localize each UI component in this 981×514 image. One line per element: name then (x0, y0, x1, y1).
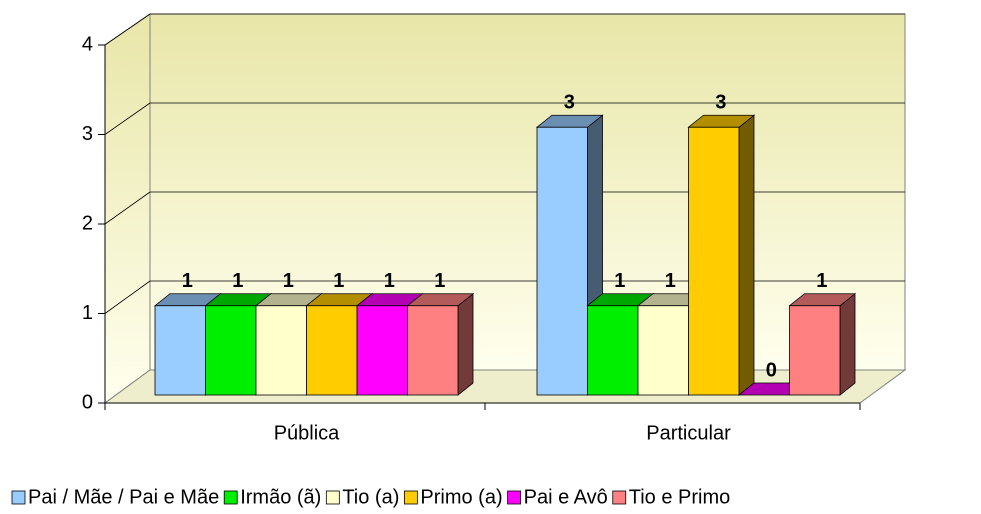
y-tick-label: 4 (82, 33, 93, 55)
bar (587, 305, 639, 396)
value-label: 1 (182, 270, 193, 292)
y-tick-label: 2 (82, 212, 93, 234)
legend-swatch (507, 490, 522, 505)
bar (306, 305, 358, 396)
bar (688, 126, 740, 396)
legend-swatch (612, 490, 627, 505)
bar-side (457, 292, 474, 396)
value-label: 3 (715, 92, 726, 114)
bar (637, 305, 689, 396)
value-label: 1 (384, 270, 395, 292)
legend-swatch (403, 490, 418, 505)
y-tick-label: 3 (82, 123, 93, 145)
x-tick-label: Pública (274, 422, 340, 444)
value-label: 1 (333, 270, 344, 292)
value-label: 1 (232, 270, 243, 292)
grid-line (104, 13, 151, 46)
bar-side (839, 292, 856, 396)
legend-label: Tio (a) (342, 486, 399, 508)
legend-label: Tio e Primo (629, 486, 731, 508)
bar (407, 305, 459, 396)
y-tick-label: 0 (82, 391, 93, 413)
bar (536, 126, 588, 396)
legend-label: Pai / Mãe / Pai e Mãe (28, 486, 219, 508)
value-label: 0 (766, 359, 777, 381)
side-wall (104, 13, 151, 404)
value-label: 1 (434, 270, 445, 292)
legend-swatch (223, 490, 238, 505)
value-label: 1 (614, 270, 625, 292)
grid-line (104, 102, 151, 135)
bar-side (738, 114, 755, 396)
bar (356, 305, 408, 396)
legend-label: Pai e Avô (524, 486, 608, 508)
bar (154, 305, 206, 396)
grid-line (104, 191, 151, 225)
legend-label: Primo (a) (420, 486, 502, 508)
x-tick-label: Particular (646, 422, 731, 444)
value-label: 1 (816, 270, 827, 292)
legend-label: Irmão (ã) (240, 486, 321, 508)
y-tick-label: 1 (82, 302, 93, 324)
value-label: 1 (665, 270, 676, 292)
bar (255, 305, 307, 396)
bar (205, 305, 257, 396)
value-label: 3 (564, 92, 575, 114)
value-label: 1 (283, 270, 294, 292)
legend-swatch (11, 490, 26, 505)
grid-line (104, 280, 151, 314)
legend-swatch (325, 490, 340, 505)
bar (789, 305, 841, 396)
